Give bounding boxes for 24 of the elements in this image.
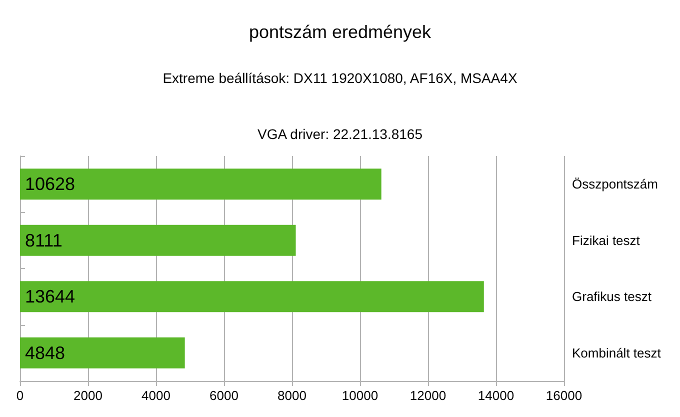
text: VGA driver: 22.21.13.8165 [258,126,423,142]
x-tick-label: 6000 [210,388,238,403]
x-tick-label: 8000 [278,388,306,403]
y-tick-label: Kombinált teszt [572,345,662,360]
y-tick-label: Összpontszám [572,176,658,192]
bar [20,281,484,312]
data-label: 8111 [25,230,62,250]
x-tick-label: 10000 [342,388,378,403]
data-label: 13644 [25,286,76,307]
data-label: 4848 [25,342,66,363]
x-tick-label: 0 [16,388,24,403]
chart-title: pontszám eredmények [248,22,432,42]
bar [20,224,296,256]
bar [20,168,382,200]
bar [20,337,185,368]
x-tick-label: 2000 [74,388,102,403]
data-label: 10628 [25,174,76,194]
chart-subtitle: Extreme beállítások: DX11 1920X1080, AF16X, MSAA4X [162,70,518,86]
y-tick-label: Fizikai teszt [572,232,640,248]
x-tick-label: 12000 [410,388,446,403]
y-tick-label: Grafikus teszt [572,289,652,304]
x-tick-label: 14000 [478,388,514,403]
x-tick-label: 4000 [142,388,170,403]
x-tick-label: 16000 [546,388,582,403]
